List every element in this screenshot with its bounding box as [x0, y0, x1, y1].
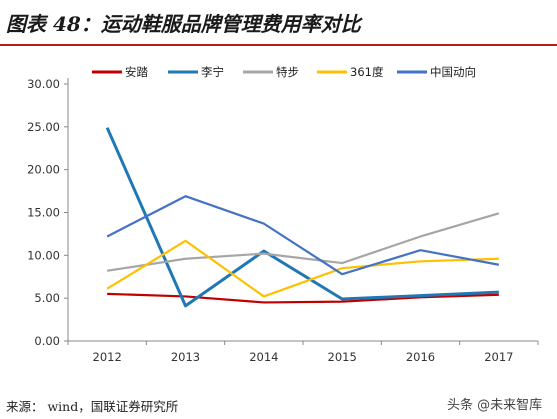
- legend-label: 中国动向: [430, 65, 476, 79]
- series-line-5: [106, 195, 500, 276]
- watermark: 头条 @未来智库: [447, 398, 543, 413]
- y-tick-label: 5.00: [34, 291, 60, 305]
- legend-label: 361度: [350, 65, 384, 79]
- y-tick-label: 0.00: [34, 334, 60, 348]
- line-chart: 0.00 5.00 10.00 15.00 20.00 25.00 30.00 2012 201…: [27, 65, 539, 364]
- y-tick-label: 10.00: [27, 248, 60, 262]
- source-note: 来源： wind，国联证券研究所: [6, 399, 179, 414]
- y-tick-label: 15.00: [27, 206, 60, 220]
- title-bar: 图表 48：运动鞋服品牌管理费用率对比: [0, 0, 557, 46]
- x-tick-label: 2015: [328, 350, 357, 364]
- y-tick-label: 20.00: [27, 163, 60, 177]
- series-line-4: [106, 239, 499, 298]
- legend-label: 李宁: [201, 65, 224, 79]
- x-tick-label: 2012: [93, 350, 122, 364]
- x-tick-label: 2014: [249, 350, 278, 364]
- figure-title: 图表 48：运动鞋服品牌管理费用率对比: [6, 12, 361, 36]
- series-line-2: [105, 127, 499, 308]
- series-line-1: [107, 292, 499, 304]
- series-line-3: [107, 212, 500, 272]
- legend-label: 特步: [276, 65, 299, 79]
- y-tick-label: 30.00: [27, 77, 60, 91]
- y-tick-label: 25.00: [27, 120, 60, 134]
- x-tick-label: 2013: [171, 350, 200, 364]
- x-tick-label: 2017: [484, 350, 513, 364]
- legend-label: 安踏: [125, 65, 148, 79]
- x-tick-label: 2016: [406, 350, 435, 364]
